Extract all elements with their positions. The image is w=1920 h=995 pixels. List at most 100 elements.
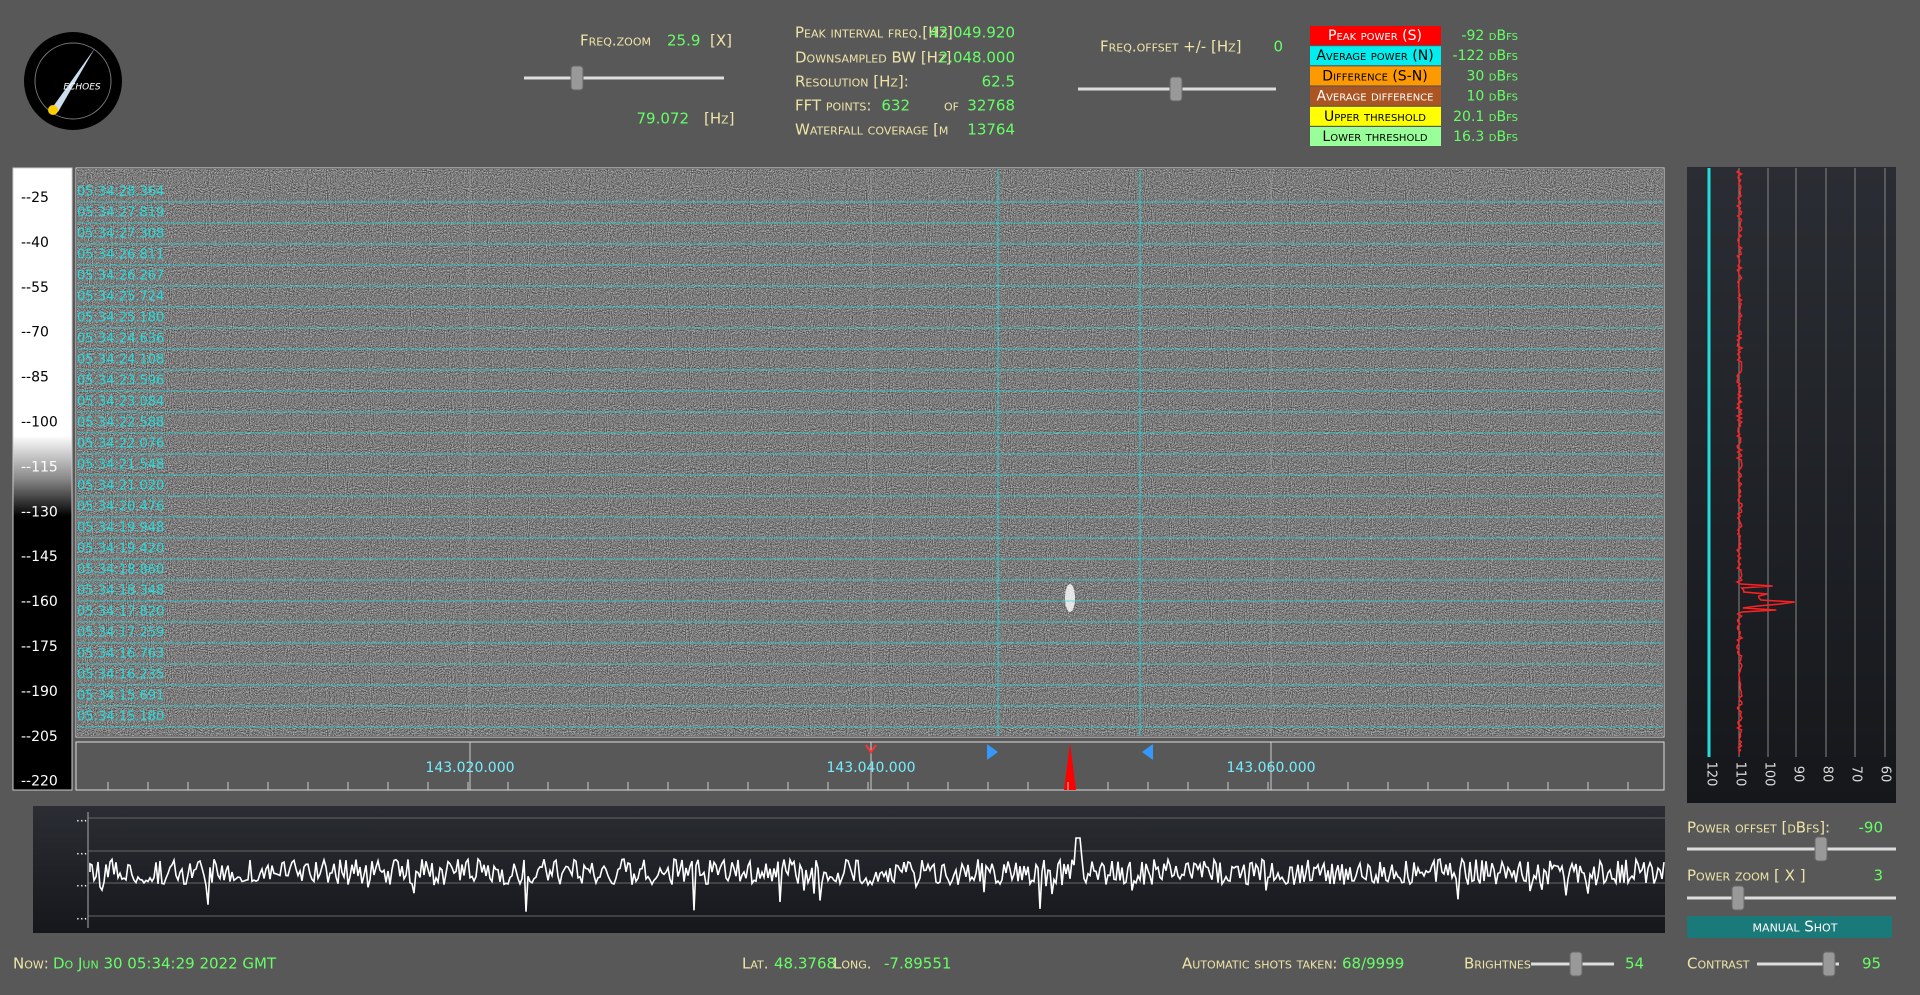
power-zoom-value: 3	[1873, 867, 1883, 885]
status-shots: 68/9999	[1342, 955, 1404, 973]
info-value: 43.049.920	[929, 24, 1015, 42]
status-long-label: Long.	[833, 955, 872, 973]
manual-shot-label: manual Shot	[1753, 918, 1838, 936]
spectrum-label: ...	[76, 876, 87, 890]
legend-swatch	[1310, 26, 1441, 45]
power-scale-label: --205	[21, 729, 58, 745]
legend-label: Average difference	[1317, 89, 1434, 105]
power-offset-slider[interactable]	[1814, 836, 1828, 862]
legend-label: Upper threshold	[1324, 109, 1426, 125]
peak-marker	[1064, 743, 1076, 790]
legend-label: Lower threshold	[1322, 129, 1427, 145]
timestamp: 05:34:20.476	[77, 500, 164, 515]
freq-offset-label: Freq.offset +/- [Hz]	[1100, 38, 1242, 56]
logo-dot	[48, 105, 58, 115]
freq-axis-label: 143.040.000	[826, 760, 915, 776]
timestamp: 05:34:17.259	[77, 626, 164, 641]
status-lat-label: Lat.	[742, 955, 769, 973]
timestamp: 05:34:16.763	[77, 647, 164, 662]
timestamp: 05:34:15.691	[77, 689, 164, 704]
waterfall	[77, 169, 1663, 736]
freq-zoom-value: 25.9	[667, 32, 700, 50]
power-offset-value: -90	[1859, 819, 1884, 837]
power-zoom-slider[interactable]	[1731, 885, 1745, 911]
logo-ring	[34, 42, 112, 120]
power-axis-label: 90	[1791, 766, 1806, 783]
legend-value: -122 dBfs	[1453, 48, 1518, 64]
power-scale-label: --220	[21, 774, 58, 790]
power-trace	[1735, 169, 1795, 755]
fft-label: FFT points:	[795, 97, 871, 115]
info-value: 13764	[967, 121, 1015, 139]
legend-swatch	[1310, 86, 1441, 106]
timestamp: 05:34:23.596	[77, 374, 164, 389]
power-axis-label: 70	[1849, 766, 1864, 783]
info-value: 2.048.000	[939, 49, 1015, 67]
info-value: 62.5	[982, 73, 1015, 91]
status-now: Do Jun 30 05:34:29 2022 GMT	[53, 955, 277, 973]
power-scale-label: --85	[21, 370, 49, 386]
brightness-slider[interactable]	[1569, 951, 1583, 977]
timestamp: 05:34:24.636	[77, 332, 164, 347]
freq-zoom-label: Freq.zoom	[580, 32, 651, 50]
power-zoom-label: Power zoom [ X ]	[1687, 867, 1806, 885]
freq-zoom-slider[interactable]	[570, 65, 584, 91]
freq-axis-label: 143.020.000	[425, 760, 514, 776]
legend-value: 20.1 dBfs	[1453, 109, 1518, 125]
legend-value: 16.3 dBfs	[1453, 129, 1518, 145]
contrast-slider[interactable]	[1822, 951, 1836, 977]
spectrum-trace	[89, 837, 1665, 912]
power-scale-label: --175	[21, 639, 58, 655]
spectrum-label: ...	[76, 844, 87, 858]
legend-label: Difference (S-N)	[1322, 68, 1427, 84]
status-lat: 48.3768	[774, 955, 836, 973]
power-axis-label: 100	[1762, 762, 1777, 787]
timestamp: 05:34:22.076	[77, 437, 164, 452]
power-scale-label: --190	[21, 684, 58, 700]
legend-label: Peak power (S)	[1328, 28, 1422, 44]
left-bound-marker	[987, 744, 998, 760]
power-scale-label: --25	[21, 190, 49, 206]
freq-offset-slider[interactable]	[1169, 76, 1183, 102]
timestamp: 05:34:16.235	[77, 668, 164, 683]
status-now-label: Now:	[13, 955, 49, 973]
timestamp: 05:34:18.860	[77, 563, 164, 578]
manual-shot-button[interactable]	[1687, 916, 1892, 938]
timestamp: 05:34:26.811	[77, 248, 164, 263]
center-marker	[865, 744, 877, 754]
status-contrast-label: Contrast	[1687, 955, 1750, 973]
status-brightness-label: Brightnes	[1464, 955, 1531, 973]
power-scale-label: --55	[21, 280, 49, 296]
freq-zoom-hz-unit: [Hz]	[704, 110, 735, 128]
spectrum-label: ...	[76, 811, 87, 825]
status-contrast: 95	[1862, 955, 1881, 973]
meteor-echo	[1065, 584, 1075, 612]
info-label: Resolution [Hz]:	[795, 73, 909, 91]
timestamp: 05:34:26.267	[77, 269, 164, 284]
info-label: Waterfall coverage [m	[795, 121, 948, 139]
power-scale-label: --130	[21, 504, 58, 520]
logo-meteor	[52, 48, 95, 112]
power-axis-label: 60	[1878, 766, 1893, 783]
status-shots-label: Automatic shots taken:	[1182, 955, 1337, 973]
power-scale-label: --70	[21, 325, 49, 341]
info-label: Downsampled BW [Hz]	[795, 49, 951, 67]
legend-value: -92 dBfs	[1461, 28, 1518, 44]
timestamp: 05:34:19.948	[77, 521, 164, 536]
power-axis-label: 120	[1704, 762, 1719, 787]
timestamp: 05:34:24.108	[77, 353, 164, 368]
timestamp: 05:34:25.724	[77, 290, 164, 305]
legend-swatch	[1310, 106, 1441, 126]
legend-value: 30 dBfs	[1467, 68, 1519, 84]
timestamp: 05:34:23.084	[77, 395, 164, 410]
timestamp: 05:34:18.348	[77, 584, 164, 599]
fft-total: 32768	[967, 97, 1015, 115]
power-scale	[12, 167, 73, 791]
power-axis-label: 110	[1733, 762, 1748, 787]
timestamp: 05:34:25.180	[77, 311, 164, 326]
power-scale-label: --100	[21, 415, 58, 431]
freq-zoom-unit: [X]	[710, 32, 732, 50]
status-long: -7.89551	[884, 955, 951, 973]
